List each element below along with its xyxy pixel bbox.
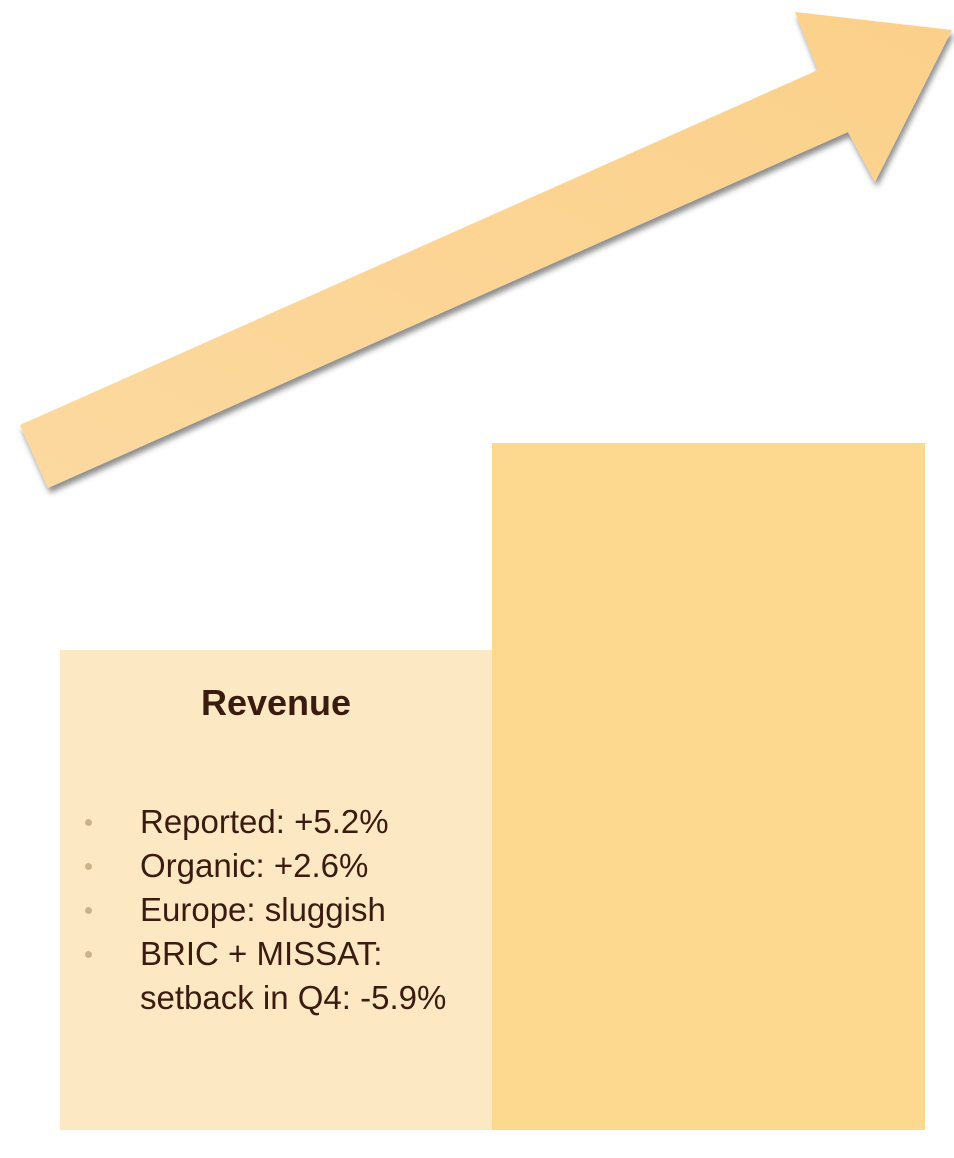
right-panel <box>492 443 925 1130</box>
growth-arrow <box>20 12 952 488</box>
bullet-list: Reported: +5.2% Organic: +2.6% Europe: slu… <box>85 800 470 1020</box>
panel-title: Revenue <box>200 682 352 723</box>
bullet-item: Europe: sluggish <box>85 888 470 932</box>
left-panel <box>60 650 492 1130</box>
bullet-item: Organic: +2.6% <box>85 844 470 888</box>
bullet-item: Reported: +5.2% <box>85 800 470 844</box>
bullet-item: BRIC + MISSAT: setback in Q4: -5.9% <box>85 932 470 1020</box>
